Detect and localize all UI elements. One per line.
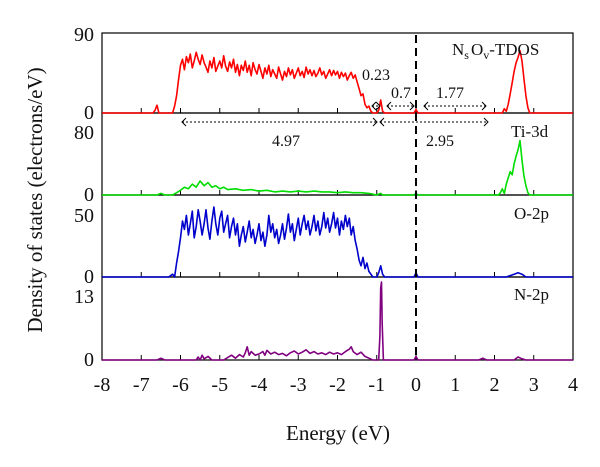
x-tick-label: 4: [568, 374, 578, 396]
x-tick-label: -1: [368, 374, 385, 396]
x-axis-title: Energy (eV): [286, 421, 390, 445]
gap-label-023: 0.23: [362, 67, 390, 84]
panel-frame-o2p: [102, 195, 573, 277]
x-tick-label: 2: [490, 374, 500, 396]
dos-curve-n-2p: [102, 282, 573, 360]
ytick-tdos-zero: 0: [84, 102, 94, 124]
x-tick-label: -8: [94, 374, 111, 396]
x-axis-ticks: [102, 108, 573, 360]
dos-figure: -8 -7 -6 -5 -4 -3 -2 -1 0 1 2 3 4 90 0 80 0 50 0 13 …: [0, 0, 600, 467]
panel-label-n2p: N-2p: [514, 285, 549, 304]
x-tick-label: 3: [529, 374, 539, 396]
gap-label-07: 0.7: [391, 85, 411, 102]
panel-label-tdos-sub-s: s: [464, 48, 469, 62]
x-tick-label: 1: [450, 374, 460, 396]
panel-label-tdos: Ns Ov-TDOS: [452, 40, 539, 62]
dos-curve-nsov-tdos: [102, 51, 573, 113]
panel-label-tdos-n: N: [452, 40, 464, 59]
panel-label-ti3d: Ti-3d: [511, 122, 549, 141]
panel-frame-n2p: [102, 277, 573, 360]
x-axis-tick-labels: -8 -7 -6 -5 -4 -3 -2 -1 0 1 2 3 4: [94, 374, 578, 396]
x-tick-label: -5: [211, 374, 228, 396]
gap-label-177: 1.77: [436, 85, 464, 102]
ytick-tdos-top: 90: [74, 24, 94, 46]
x-tick-label: -3: [290, 374, 307, 396]
gap-label-497: 4.97: [272, 133, 300, 150]
x-tick-label: -7: [133, 374, 150, 396]
y-axis-title: Density of states (electrons/eV): [23, 67, 47, 332]
panel-label-o2p: O-2p: [514, 204, 549, 223]
ytick-n2p-zero: 0: [84, 349, 94, 371]
ytick-o2p-zero: 0: [84, 266, 94, 288]
dos-curve-o-2p: [102, 207, 573, 277]
panel-frame-ti3d: [102, 113, 573, 195]
x-tick-label: -2: [329, 374, 346, 396]
x-tick-label: 0: [411, 374, 421, 396]
gap-label-295: 2.95: [426, 133, 454, 150]
gap-annotations: [182, 102, 488, 126]
ytick-o2p-top: 50: [74, 205, 94, 227]
dos-curve-ti-3d: [102, 141, 573, 195]
panel-label-tdos-o: O: [471, 40, 483, 59]
ytick-ti3d-top: 80: [74, 122, 94, 144]
ytick-ti3d-zero: 0: [84, 184, 94, 206]
dos-curves: [102, 51, 573, 360]
ytick-n2p-top: 13: [74, 286, 94, 308]
x-tick-label: -6: [172, 374, 189, 396]
x-tick-label: -4: [251, 374, 268, 396]
panel-label-tdos-tail: -TDOS: [489, 40, 539, 59]
